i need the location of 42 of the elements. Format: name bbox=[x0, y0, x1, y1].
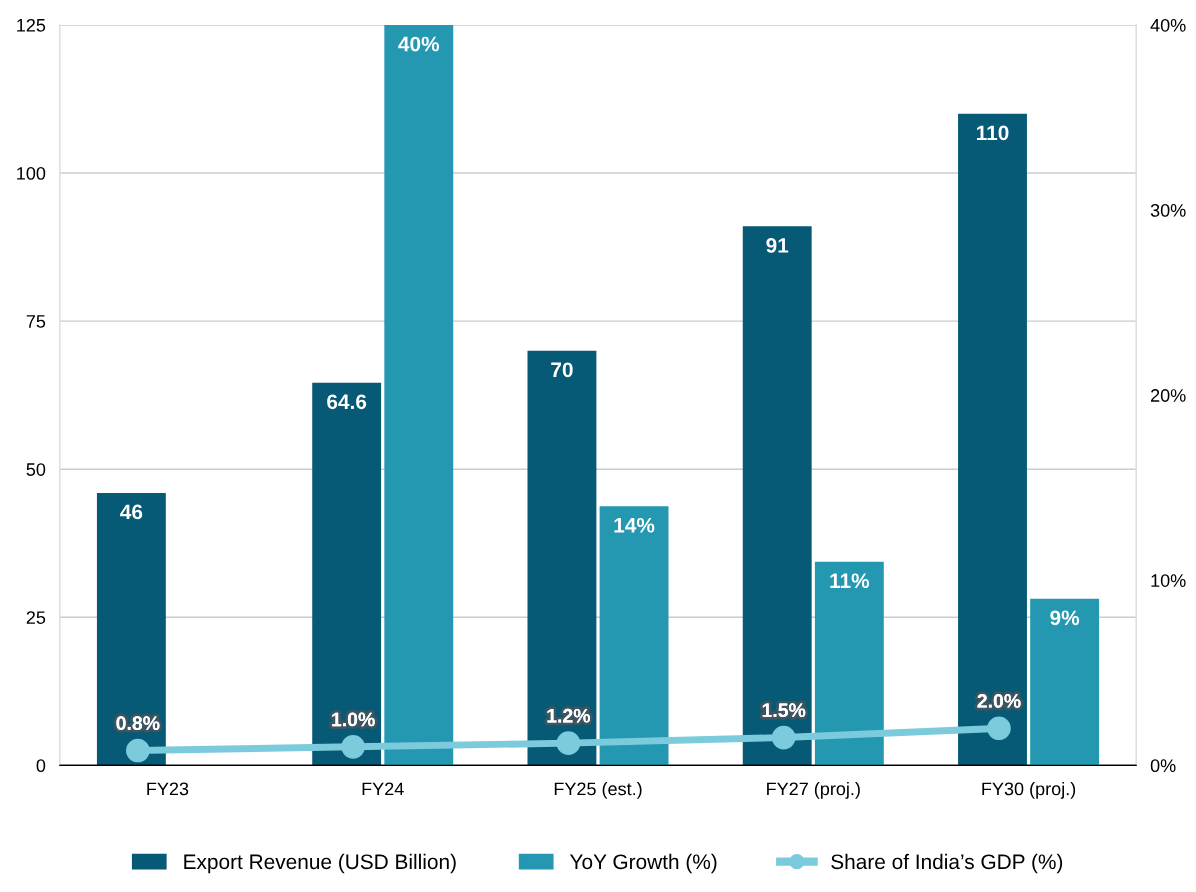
x-tick-label: FY25 (est.) bbox=[554, 782, 642, 799]
point bbox=[771, 725, 796, 750]
data-label: 9% bbox=[1050, 610, 1080, 626]
bar bbox=[958, 113, 1027, 766]
y-tick-label: 125 bbox=[17, 18, 46, 32]
data-label: 46 bbox=[120, 504, 143, 520]
data-label: 70 bbox=[551, 362, 573, 378]
point bbox=[987, 716, 1011, 741]
data-label: 0.8% bbox=[116, 716, 160, 731]
data-label: 11% bbox=[830, 573, 870, 589]
y2-tick-label: 30% bbox=[1150, 204, 1186, 217]
data-label: 14% bbox=[614, 517, 655, 533]
data-label: 1.2% bbox=[547, 708, 591, 723]
x-tick-label: FY24 bbox=[362, 782, 404, 796]
y-tick-label: 0 bbox=[36, 759, 46, 773]
legend-label: YoY Growth (%) bbox=[569, 853, 717, 874]
bar bbox=[1030, 598, 1100, 766]
x-tick-label: FY23 bbox=[147, 782, 189, 796]
legend-label: Share of India’s GDP (%) bbox=[831, 853, 1063, 874]
point bbox=[556, 731, 581, 755]
bar bbox=[96, 492, 166, 766]
data-label: 110 bbox=[977, 125, 1009, 141]
data-label: 91 bbox=[766, 238, 789, 253]
point bbox=[126, 738, 150, 763]
legend-label: Export Revenue (USD Billion) bbox=[184, 853, 456, 874]
y-tick-label: 75 bbox=[26, 315, 46, 328]
y-tick-label: 25 bbox=[26, 611, 46, 624]
data-label: 1.0% bbox=[332, 712, 375, 727]
y2-tick-label: 0% bbox=[1150, 759, 1176, 773]
data-label: 2.0% bbox=[977, 694, 1021, 708]
data-label: 40% bbox=[398, 36, 440, 52]
y2-tick-label: 20% bbox=[1151, 389, 1186, 402]
point bbox=[341, 735, 365, 759]
y-tick-label: 50 bbox=[26, 463, 46, 476]
bar bbox=[742, 226, 812, 766]
y2-tick-label: 10% bbox=[1151, 574, 1186, 587]
x-tick-label: FY30 (proj.) bbox=[982, 782, 1076, 799]
data-label: 64.6 bbox=[327, 394, 367, 410]
y-tick-label: 100 bbox=[17, 166, 46, 180]
y2-tick-label: 40% bbox=[1150, 18, 1186, 32]
data-label: 1.5% bbox=[762, 703, 806, 718]
x-tick-label: FY27 (proj.) bbox=[767, 782, 860, 799]
